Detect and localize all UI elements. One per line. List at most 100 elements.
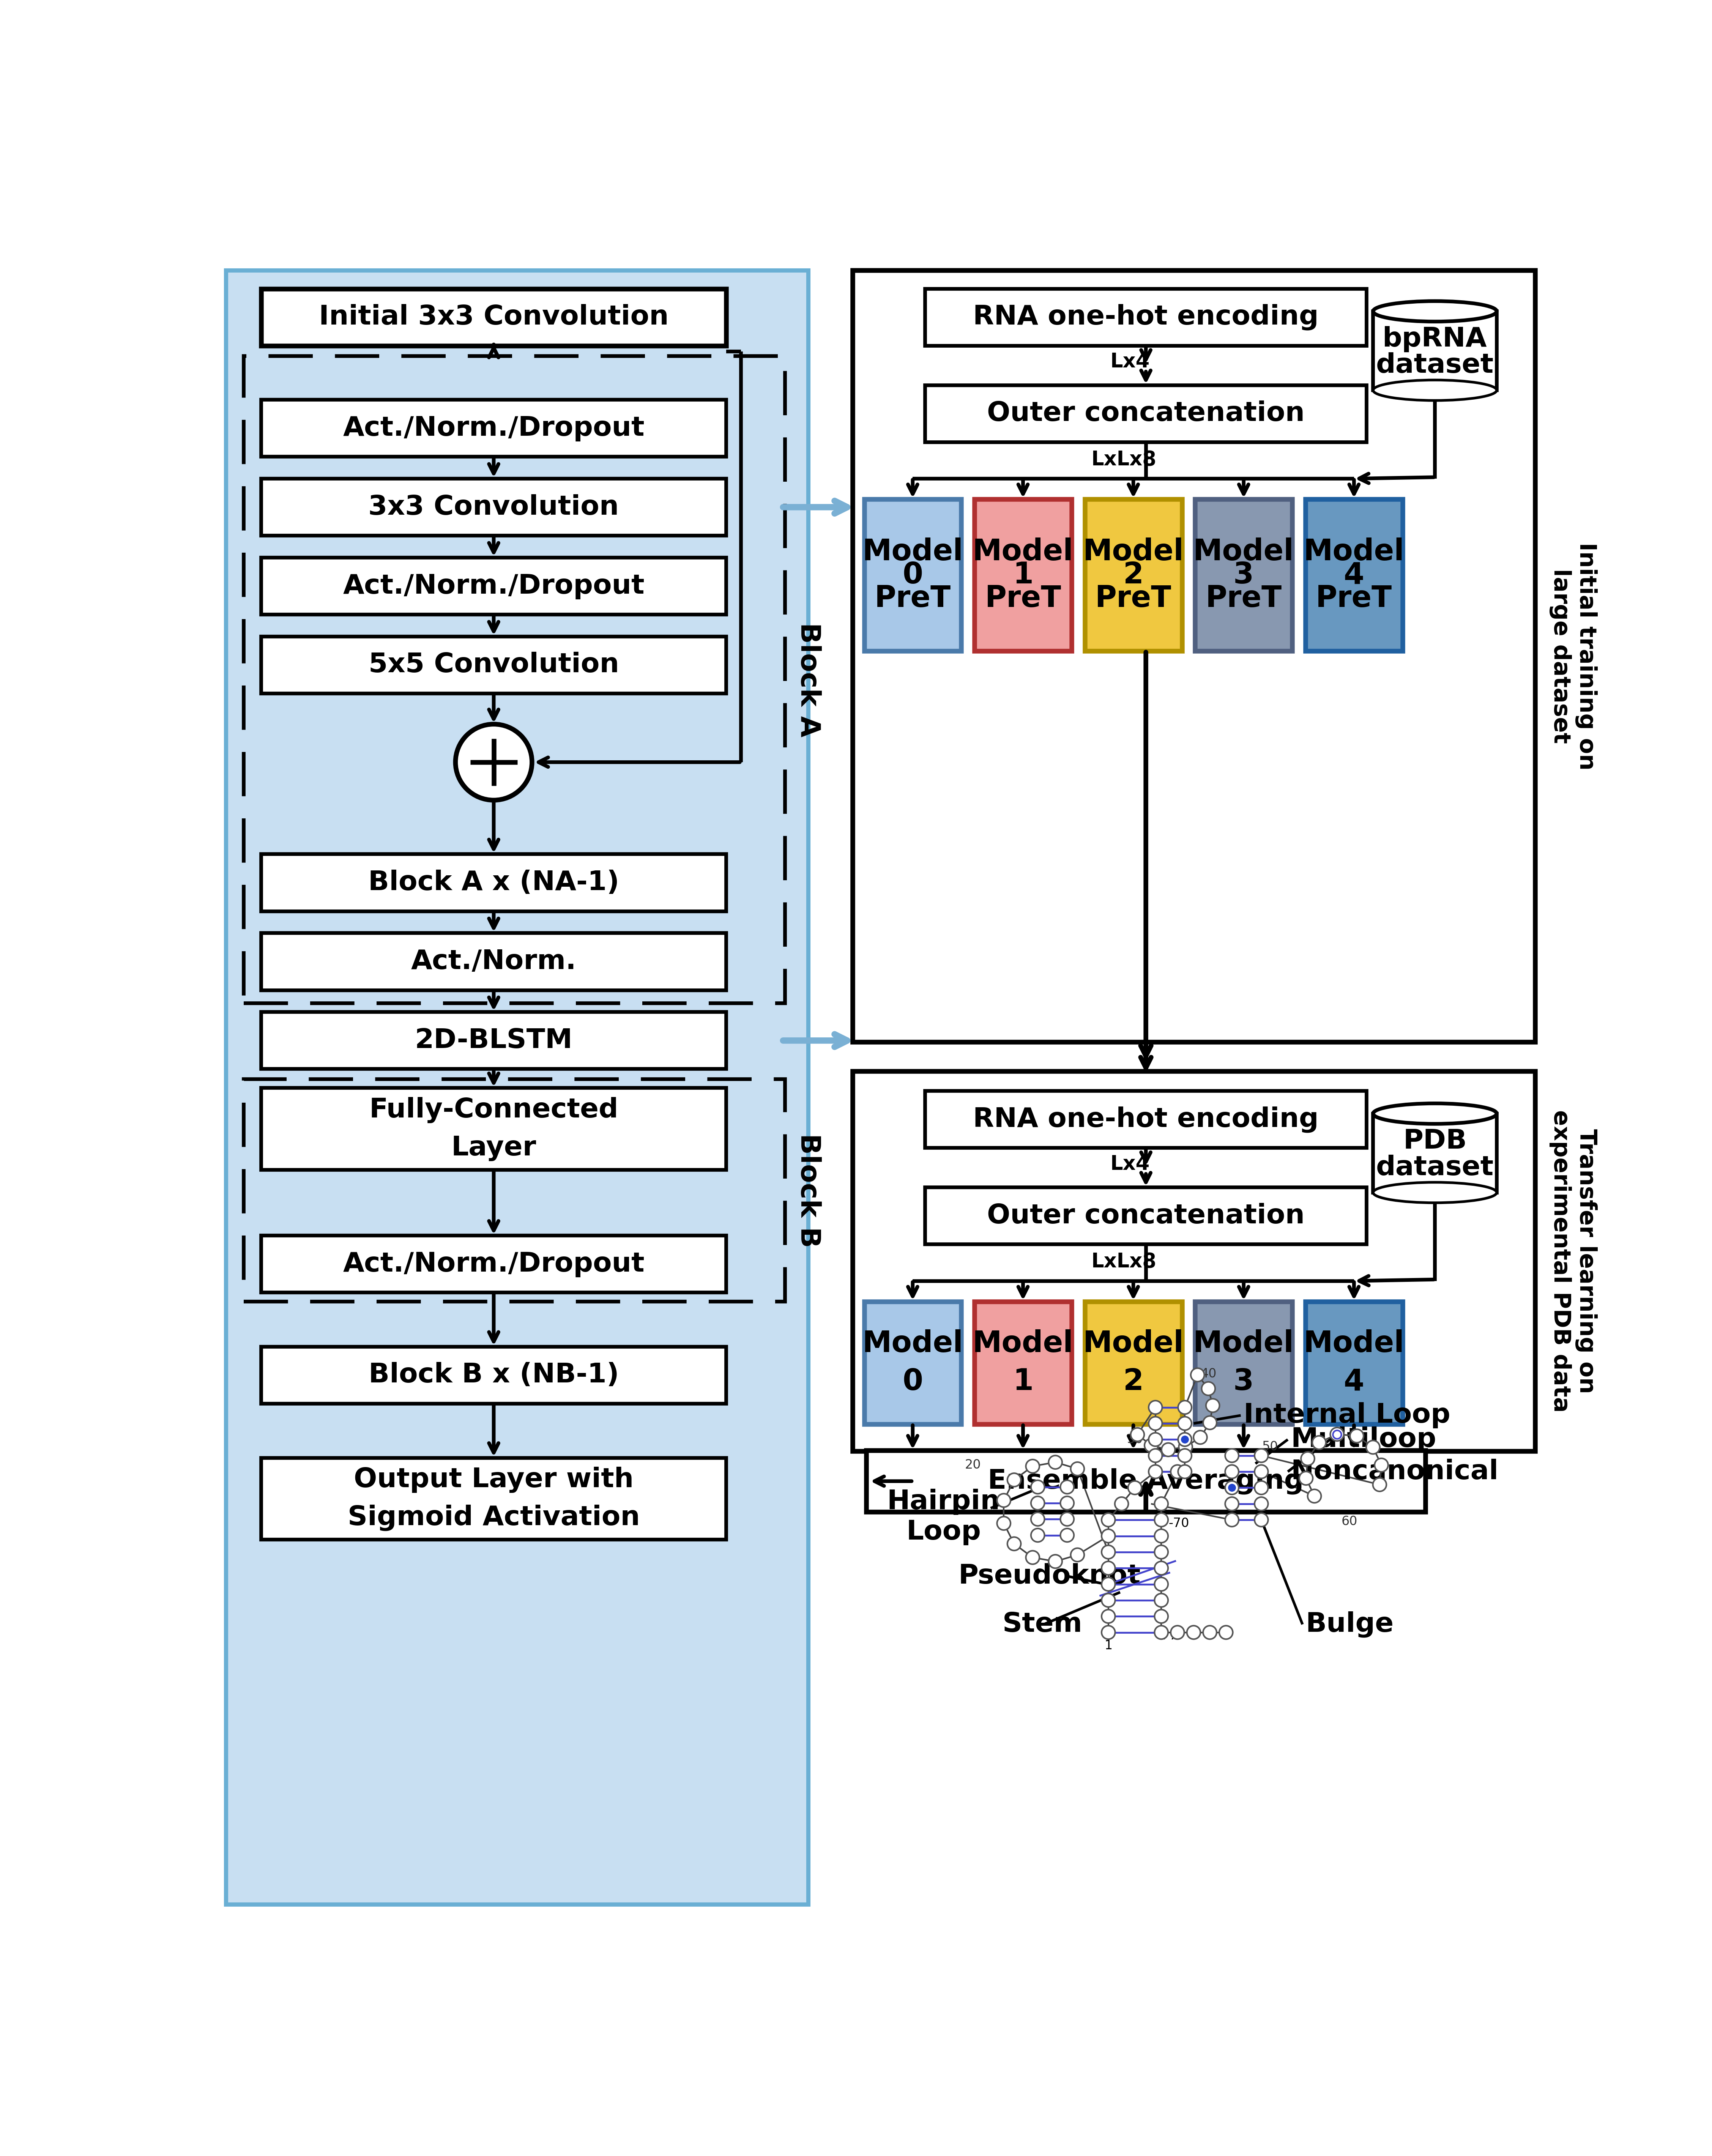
Circle shape: [1149, 1464, 1162, 1479]
Circle shape: [1048, 1455, 1061, 1468]
Circle shape: [1375, 1457, 1388, 1473]
Text: Initial 3x3 Convolution: Initial 3x3 Convolution: [318, 304, 669, 330]
Text: Model: Model: [1193, 1330, 1294, 1358]
Bar: [262, 1457, 726, 1539]
Text: Block A x (NA-1): Block A x (NA-1): [368, 869, 620, 897]
Text: 60: 60: [1342, 1516, 1358, 1529]
Text: 3: 3: [1233, 1367, 1253, 1397]
Circle shape: [1101, 1546, 1115, 1559]
Text: 2: 2: [1123, 1367, 1144, 1397]
Text: Act./Norm./Dropout: Act./Norm./Dropout: [342, 416, 644, 442]
Text: Block B: Block B: [796, 1134, 822, 1248]
Circle shape: [1178, 1401, 1192, 1414]
Bar: [1306, 500, 1402, 651]
Text: 20: 20: [966, 1460, 981, 1470]
Circle shape: [1373, 1477, 1387, 1492]
Circle shape: [1226, 1514, 1239, 1526]
Text: Block A: Block A: [796, 623, 822, 737]
Circle shape: [1154, 1529, 1168, 1544]
Bar: [853, 1072, 1536, 1451]
Circle shape: [1025, 1550, 1039, 1565]
Circle shape: [1171, 1626, 1185, 1639]
Text: Lx4: Lx4: [1109, 351, 1149, 371]
Bar: [1085, 1302, 1181, 1425]
Text: 1: 1: [1014, 561, 1034, 589]
Text: 4: 4: [1344, 1367, 1364, 1397]
Text: Noncanonical: Noncanonical: [1291, 1460, 1498, 1485]
Text: dataset: dataset: [1376, 1156, 1495, 1181]
Bar: [262, 558, 726, 614]
Circle shape: [1060, 1529, 1073, 1542]
Text: Block B x (NB-1): Block B x (NB-1): [368, 1363, 620, 1388]
Circle shape: [1154, 1561, 1168, 1574]
Circle shape: [1205, 1399, 1219, 1412]
Circle shape: [1154, 1496, 1168, 1511]
Circle shape: [1154, 1626, 1168, 1639]
Bar: [1306, 1302, 1402, 1425]
Text: PreT: PreT: [1317, 584, 1392, 612]
Bar: [243, 1080, 786, 1302]
Circle shape: [1145, 1438, 1157, 1453]
Text: PreT: PreT: [875, 584, 950, 612]
Text: 1: 1: [1014, 1367, 1034, 1397]
Text: Fully-Connected: Fully-Connected: [370, 1097, 618, 1123]
Bar: [924, 289, 1366, 345]
Text: 3x3 Convolution: 3x3 Convolution: [368, 494, 620, 520]
Circle shape: [1128, 1481, 1142, 1494]
Text: LxLx8: LxLx8: [1091, 1253, 1157, 1272]
Text: 4: 4: [1344, 561, 1364, 589]
Text: -77: -77: [1157, 1630, 1178, 1643]
Text: 40: 40: [1200, 1367, 1217, 1380]
Circle shape: [1149, 1416, 1162, 1429]
Bar: [865, 500, 960, 651]
Circle shape: [1308, 1490, 1322, 1503]
Bar: [262, 934, 726, 990]
Text: Act./Norm.: Act./Norm.: [411, 949, 577, 975]
Circle shape: [1031, 1529, 1044, 1542]
Text: Model: Model: [1303, 537, 1404, 567]
Text: LxLx8: LxLx8: [1091, 451, 1157, 470]
Circle shape: [1255, 1514, 1269, 1526]
Bar: [1373, 1115, 1496, 1192]
Circle shape: [1226, 1464, 1239, 1479]
Text: PreT: PreT: [1096, 584, 1171, 612]
Ellipse shape: [1373, 379, 1496, 401]
Bar: [924, 1091, 1366, 1147]
Circle shape: [1031, 1481, 1044, 1494]
Circle shape: [1255, 1481, 1269, 1494]
Text: Model: Model: [863, 537, 964, 567]
Circle shape: [1161, 1442, 1174, 1457]
Circle shape: [1154, 1593, 1168, 1606]
Circle shape: [1154, 1514, 1168, 1526]
Text: 50: 50: [1262, 1440, 1279, 1453]
Text: Bulge: Bulge: [1306, 1611, 1394, 1639]
Circle shape: [1202, 1382, 1216, 1395]
Circle shape: [1180, 1440, 1192, 1453]
Circle shape: [1178, 1434, 1192, 1447]
Circle shape: [1204, 1626, 1217, 1639]
Ellipse shape: [1373, 1104, 1496, 1123]
Circle shape: [1101, 1514, 1115, 1526]
Circle shape: [1031, 1511, 1044, 1526]
Bar: [262, 399, 726, 457]
Text: Model: Model: [972, 1330, 1073, 1358]
Ellipse shape: [1373, 302, 1496, 321]
Circle shape: [1060, 1511, 1073, 1526]
Bar: [866, 1451, 1426, 1511]
Circle shape: [1048, 1554, 1061, 1567]
Text: Ensemble Averaging: Ensemble Averaging: [988, 1468, 1305, 1494]
Circle shape: [1301, 1451, 1315, 1466]
Text: PDB: PDB: [1402, 1128, 1467, 1153]
Text: Transfer learning on
experimental PDB data: Transfer learning on experimental PDB da…: [1549, 1110, 1597, 1412]
Bar: [1373, 310, 1496, 390]
Text: bpRNA: bpRNA: [1383, 326, 1488, 351]
Circle shape: [1226, 1496, 1239, 1511]
Text: 2: 2: [1123, 561, 1144, 589]
Circle shape: [1070, 1462, 1084, 1475]
Circle shape: [1101, 1626, 1115, 1639]
Bar: [262, 636, 726, 694]
Bar: [262, 854, 726, 912]
Circle shape: [1171, 1464, 1185, 1479]
Circle shape: [1299, 1473, 1313, 1485]
Text: 1: 1: [1104, 1639, 1113, 1651]
